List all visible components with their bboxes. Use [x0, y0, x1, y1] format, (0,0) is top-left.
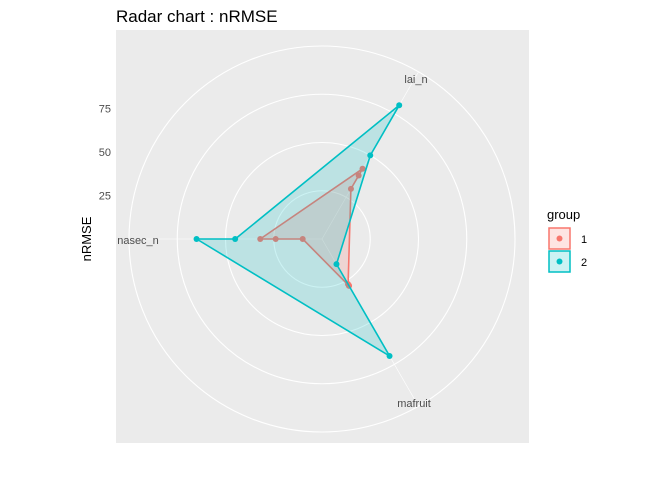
- series-layer: [193, 102, 403, 360]
- chart-title: Radar chart : nRMSE: [116, 7, 278, 26]
- axis-label-lai_n: lai_n: [404, 74, 427, 86]
- legend-item-2: 2: [548, 250, 587, 273]
- data-point-1-lai_n-3: [347, 185, 354, 192]
- series-group-2: [193, 102, 403, 360]
- legend-label-1: 1: [581, 234, 587, 246]
- legend-label-2: 2: [581, 257, 587, 269]
- data-point-1-lai_n-2: [355, 172, 362, 179]
- data-point-1-nasec_n-2: [272, 236, 279, 242]
- legend-title: group: [547, 207, 580, 222]
- data-point-1-nasec_n-1: [299, 236, 306, 242]
- data-point-2-lai_n-2: [367, 152, 374, 159]
- radial-tick-labels: 25 50 75: [99, 104, 111, 203]
- data-point-2-nasec_n-2: [232, 236, 239, 242]
- data-point-2-lai_n-1: [396, 102, 403, 109]
- data-point-2-nasec_n-1: [193, 236, 200, 242]
- data-point-1-nasec_n-3: [257, 236, 264, 242]
- radial-tick-75: 75: [99, 104, 111, 116]
- data-point-1-lai_n-1: [359, 165, 366, 172]
- axis-label-mafruit: mafruit: [397, 398, 431, 410]
- legend-item-1: 1: [548, 227, 587, 250]
- radial-tick-25: 25: [99, 191, 111, 203]
- legend-key-dot-1: [556, 235, 563, 242]
- data-point-2-mafruit-1: [386, 353, 393, 360]
- data-point-2-mafruit-2: [333, 261, 340, 268]
- y-axis-label: nRMSE: [79, 216, 94, 261]
- axis-label-nasec_n: nasec_n: [117, 235, 159, 247]
- legend-key-dot-2: [556, 258, 563, 265]
- radial-tick-50: 50: [99, 147, 111, 159]
- legend: group 1 2: [547, 207, 587, 273]
